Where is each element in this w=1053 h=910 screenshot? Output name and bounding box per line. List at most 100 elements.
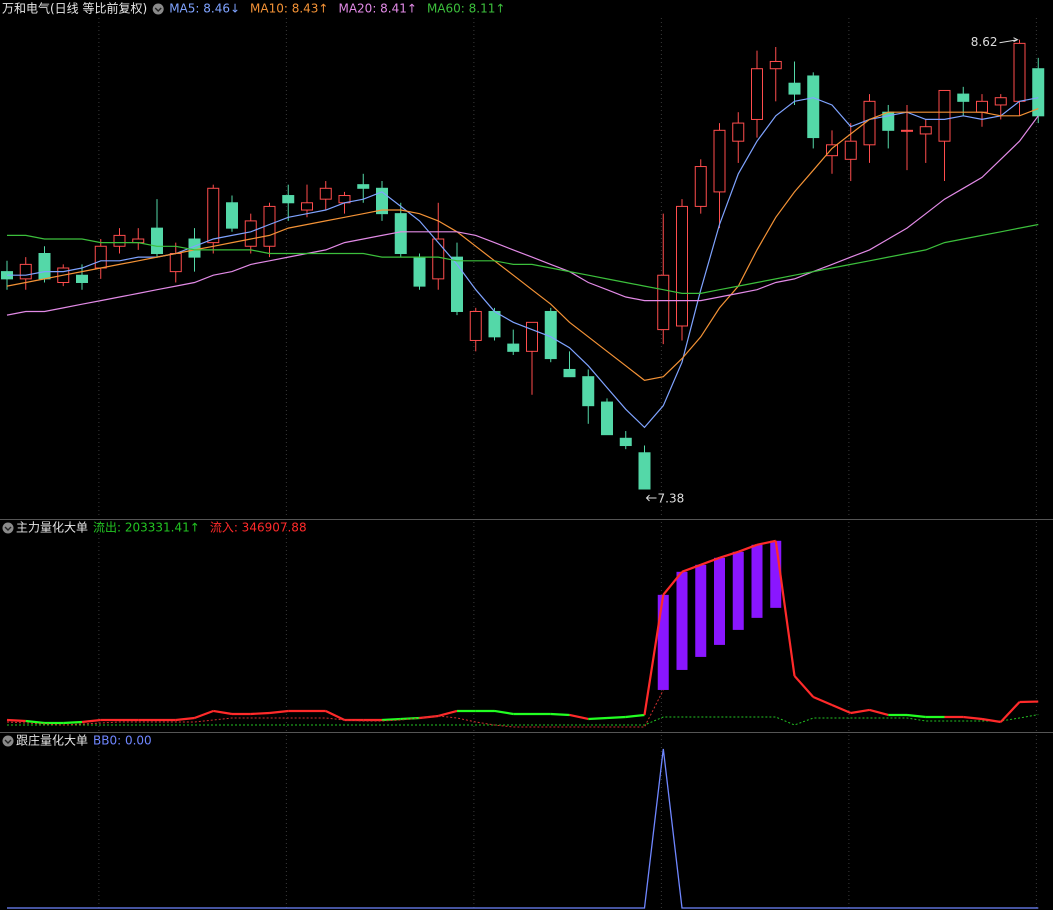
line-segment bbox=[812, 695, 833, 706]
candle-body bbox=[394, 213, 407, 255]
candle-body bbox=[488, 310, 501, 338]
candle-body bbox=[376, 187, 388, 215]
indicator-line bbox=[7, 748, 1039, 909]
line-segment bbox=[831, 703, 852, 714]
line-segment bbox=[756, 539, 776, 546]
bar bbox=[732, 551, 744, 630]
candle-body bbox=[619, 437, 632, 447]
line-segment bbox=[550, 712, 570, 717]
line-segment bbox=[869, 708, 889, 717]
candle-body bbox=[844, 140, 857, 160]
candle-body bbox=[151, 227, 163, 255]
line-segment bbox=[569, 713, 589, 721]
candle-body bbox=[919, 126, 932, 135]
line-segment bbox=[25, 719, 45, 725]
candle-body bbox=[582, 376, 595, 407]
line-segment bbox=[175, 716, 195, 722]
legend-entry: 流出: 203331.41↑ bbox=[93, 521, 200, 535]
line-segment bbox=[381, 717, 401, 722]
panel-title: 主力量化大单 bbox=[16, 521, 88, 535]
candle-body bbox=[826, 144, 838, 157]
annotation-arrow bbox=[999, 37, 1019, 44]
candle-body bbox=[788, 82, 801, 95]
annotation-label: 7.38 bbox=[658, 492, 685, 506]
candle-body bbox=[432, 238, 445, 280]
candle-body bbox=[19, 263, 32, 280]
line-segment bbox=[6, 718, 26, 723]
line-segment bbox=[737, 543, 758, 553]
legend-entry: MA10: 8.43↑ bbox=[250, 2, 328, 16]
line-segment bbox=[213, 709, 233, 716]
candle-body bbox=[601, 401, 613, 436]
candle-body bbox=[319, 187, 332, 200]
candle-body bbox=[938, 89, 951, 142]
line-segment bbox=[981, 717, 1001, 724]
line-segment bbox=[494, 709, 514, 716]
legend-entry: 流入: 346907.88 bbox=[210, 521, 307, 535]
collapse-chevron bbox=[154, 7, 162, 12]
line-segment bbox=[662, 571, 683, 596]
line-segment bbox=[700, 556, 720, 566]
candle-body bbox=[694, 166, 707, 207]
line-segment bbox=[719, 550, 739, 559]
bar bbox=[657, 594, 669, 690]
candle-body bbox=[207, 187, 220, 244]
ma-line bbox=[7, 97, 1039, 429]
line-segment bbox=[906, 713, 926, 719]
candle-body bbox=[901, 129, 913, 132]
line-segment bbox=[588, 716, 608, 721]
indicator-line bbox=[6, 689, 664, 728]
candle-body bbox=[244, 220, 257, 247]
candle-body bbox=[807, 75, 820, 139]
line-segment bbox=[681, 563, 702, 573]
collapse-chevron bbox=[4, 739, 12, 744]
candle-body bbox=[76, 274, 88, 283]
line-segment bbox=[793, 675, 815, 698]
collapse-icon bbox=[2, 522, 14, 534]
bar bbox=[695, 564, 707, 657]
candle-body bbox=[113, 234, 126, 247]
candle-body bbox=[226, 202, 238, 229]
annotation-label: 8.62 bbox=[971, 35, 998, 49]
bar bbox=[714, 557, 725, 645]
legend-entry: MA5: 8.46↓ bbox=[169, 2, 240, 16]
candle-body bbox=[282, 195, 295, 204]
candle-body bbox=[38, 253, 51, 280]
collapse-chevron bbox=[4, 526, 12, 531]
line-segment bbox=[963, 715, 983, 721]
collapse-icon bbox=[152, 3, 164, 15]
candle-body bbox=[957, 93, 970, 102]
line-segment bbox=[625, 713, 645, 719]
candle-body bbox=[994, 97, 1007, 106]
candle-body bbox=[469, 310, 482, 341]
candle-body bbox=[751, 68, 763, 120]
legend-entry: BB0: 0.00 bbox=[93, 734, 152, 748]
legend-entry: MA20: 8.41↑ bbox=[338, 2, 416, 16]
candle-body bbox=[413, 256, 426, 287]
line-segment bbox=[850, 708, 870, 715]
legend-entry: MA60: 8.11↑ bbox=[427, 2, 505, 16]
candle-body bbox=[94, 245, 107, 269]
line-segment bbox=[63, 720, 83, 725]
panel-title: 跟庄量化大单 bbox=[16, 733, 88, 748]
candle-body bbox=[301, 202, 313, 211]
line-segment bbox=[269, 709, 289, 715]
candle-body bbox=[976, 100, 988, 113]
annotation-arrow bbox=[645, 494, 657, 502]
candle-body bbox=[713, 129, 726, 193]
candle-body bbox=[638, 452, 651, 490]
line-segment bbox=[81, 718, 101, 724]
line-segment bbox=[400, 716, 420, 721]
collapse-icon bbox=[2, 735, 14, 747]
line-segment bbox=[606, 715, 626, 720]
candle-body bbox=[769, 60, 782, 70]
line-segment bbox=[999, 701, 1021, 723]
candle-body bbox=[526, 321, 538, 352]
panel-title: 万和电气(日线 等比前复权) bbox=[2, 1, 147, 16]
candle-body bbox=[657, 274, 670, 331]
bar bbox=[751, 544, 763, 618]
ma-line bbox=[7, 223, 1039, 294]
candle-body bbox=[507, 343, 520, 352]
